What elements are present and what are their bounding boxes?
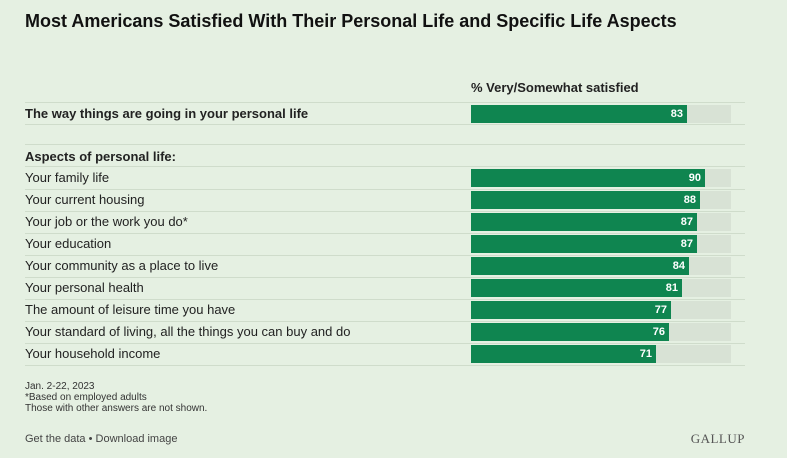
footnote-other-answers: Those with other answers are not shown.	[25, 403, 208, 414]
data-label: 87	[680, 216, 693, 228]
divider	[25, 365, 745, 366]
bar-track: 87	[471, 235, 731, 253]
bar-track: 71	[471, 345, 731, 363]
footnote-employed: *Based on employed adults	[25, 392, 147, 403]
data-label: 77	[654, 304, 667, 316]
divider	[25, 102, 745, 103]
data-label: 71	[639, 348, 652, 360]
bar	[471, 301, 671, 319]
bar	[471, 105, 687, 123]
bar-track: 84	[471, 257, 731, 275]
category-label: The amount of leisure time you have	[25, 302, 236, 317]
category-label: Your community as a place to live	[25, 258, 219, 273]
bar-track: 83	[471, 105, 731, 123]
survey-date: Jan. 2-22, 2023	[25, 381, 95, 392]
bar	[471, 345, 656, 363]
divider	[25, 124, 745, 125]
bar-track: 76	[471, 323, 731, 341]
category-label: Your personal health	[25, 280, 144, 295]
gallup-logo: GALLUP	[690, 431, 745, 446]
category-label: Your family life	[25, 170, 110, 185]
bar	[471, 323, 669, 341]
section-label: Aspects of personal life:	[25, 149, 176, 164]
divider	[25, 299, 745, 300]
data-label: 88	[683, 194, 696, 206]
download-image-link[interactable]: Download image	[95, 433, 178, 445]
bar-track: 81	[471, 279, 731, 297]
bar-track: 77	[471, 301, 731, 319]
divider	[25, 189, 745, 190]
bar-track: 90	[471, 169, 731, 187]
bar	[471, 169, 705, 187]
data-label: 90	[688, 172, 701, 184]
divider	[25, 343, 745, 344]
bar	[471, 235, 697, 253]
category-label: Your education	[25, 236, 112, 251]
category-label: Your job or the work you do*	[25, 214, 188, 229]
data-label: 83	[670, 108, 683, 120]
get-data-link[interactable]: Get the data	[25, 433, 86, 445]
column-header: % Very/Somewhat satisfied	[471, 80, 639, 95]
footer-links: Get the data • Download image	[25, 433, 177, 445]
data-label: 81	[665, 282, 678, 294]
data-label: 87	[680, 238, 693, 250]
bar-track: 87	[471, 213, 731, 231]
divider	[25, 321, 745, 322]
category-label: Your standard of living, all the things …	[25, 324, 351, 339]
bar	[471, 191, 700, 209]
category-label: The way things are going in your persona…	[25, 106, 309, 121]
category-label: Your current housing	[25, 192, 145, 207]
category-label: Your household income	[25, 346, 161, 361]
bar-track: 88	[471, 191, 731, 209]
chart-title: Most Americans Satisfied With Their Pers…	[25, 11, 677, 31]
divider	[25, 166, 745, 167]
bar	[471, 279, 682, 297]
data-label: 76	[652, 326, 665, 338]
bar	[471, 213, 697, 231]
link-separator: •	[85, 433, 96, 445]
divider	[25, 277, 745, 278]
divider	[25, 144, 745, 145]
divider	[25, 255, 745, 256]
divider	[25, 233, 745, 234]
data-label: 84	[672, 260, 685, 272]
bar	[471, 257, 689, 275]
divider	[25, 211, 745, 212]
